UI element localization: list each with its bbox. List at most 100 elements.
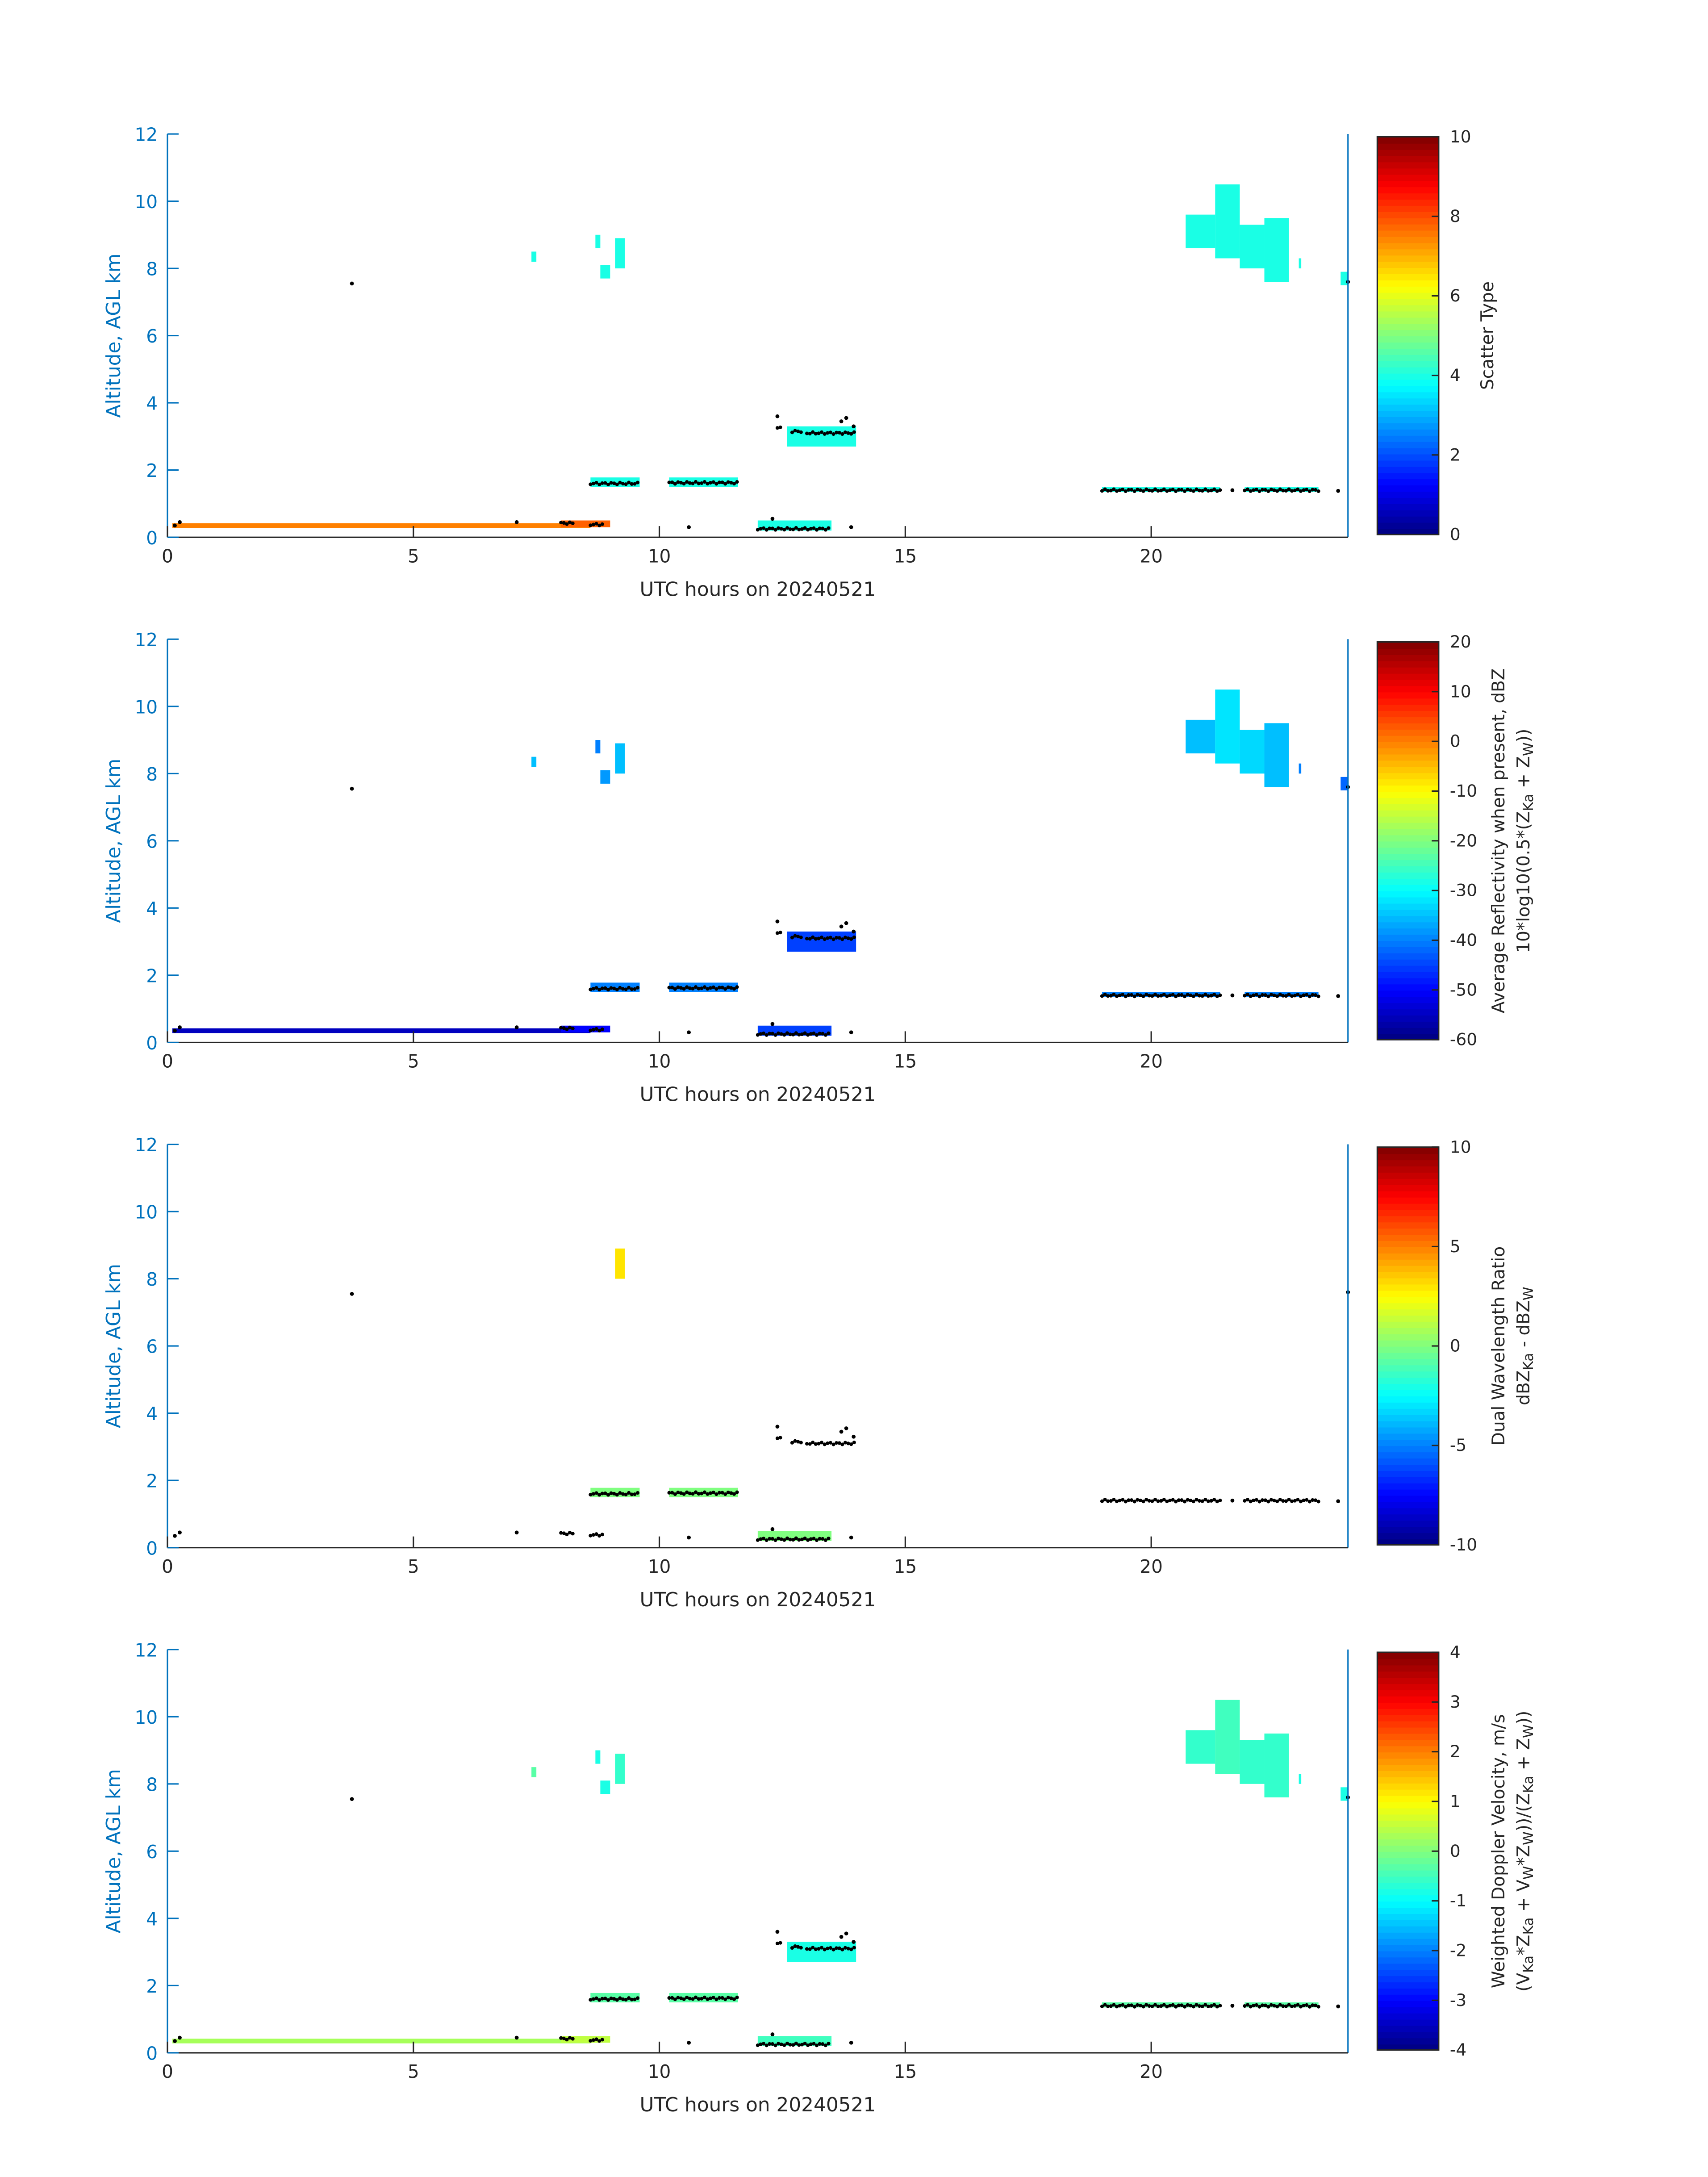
cloud-base-point: [679, 1996, 683, 2000]
cloud-base-point: [702, 1490, 706, 1494]
colorbar-label: dBZKa - dBZW: [1514, 1287, 1537, 1405]
colorbar-bin: [1377, 242, 1439, 250]
colorbar-bin: [1377, 1389, 1439, 1396]
colorbar-bin: [1377, 2000, 1439, 2007]
cloud-base-point: [514, 2035, 519, 2040]
cloud-base-point: [621, 482, 625, 486]
colorbar-bin: [1377, 990, 1439, 997]
colorbar-bin: [1377, 1433, 1439, 1440]
colorbar: -4 -3 -2 -1 0 1 2 3 4 Weighted Doppler Velocity, …: [1376, 1642, 1537, 2060]
colorbar-bin: [1377, 735, 1439, 742]
cloud-base-point: [1165, 994, 1169, 998]
x-axis-label: UTC hours on 20240521: [640, 1083, 876, 1106]
cloud-base-point: [597, 1493, 601, 1497]
colorbar-bin: [1377, 1439, 1439, 1446]
colorbar-bin: [1377, 1932, 1439, 1939]
cloud-base-point: [773, 2043, 777, 2047]
cloud-base-point: [831, 432, 835, 436]
y-tick-label: 10: [134, 696, 158, 718]
colorbar-bin: [1377, 1975, 1439, 1983]
colorbar-bin: [1377, 323, 1439, 330]
cloud-base-point: [849, 432, 853, 436]
cloud-base-point: [600, 986, 604, 990]
cloud-base-point: [726, 985, 730, 989]
cloud-base-point: [1180, 1498, 1184, 1502]
cloud-base-point: [852, 424, 856, 429]
y-tick-label: 10: [134, 191, 158, 213]
colorbar-bin: [1377, 872, 1439, 879]
colorbar-bin: [1377, 1714, 1439, 1722]
cloud-base-point: [350, 1797, 354, 1801]
cloud-base-point: [702, 985, 706, 989]
colorbar-bin: [1377, 903, 1439, 910]
cloud-base-point: [1206, 2004, 1210, 2008]
colorbar-label-subscript: W: [1520, 1831, 1537, 1845]
cloud-base-point: [1278, 992, 1282, 996]
cloud-base-point: [732, 987, 736, 991]
colorbar-bin: [1377, 915, 1439, 923]
cloud-base-point: [791, 1032, 795, 1036]
colorbar-bin: [1377, 192, 1439, 200]
cloud-base-point: [775, 1930, 780, 1934]
cloud-base-point: [1106, 994, 1110, 998]
cloud-base-point: [1218, 1498, 1222, 1503]
colorbar-label-subscript: W: [1520, 1724, 1537, 1738]
colorbar-bin: [1377, 953, 1439, 960]
cloud-base-point: [828, 1946, 832, 1950]
cloud-base-point: [1296, 1498, 1300, 1502]
colorbar-bin: [1377, 1658, 1439, 1666]
cloud-base-point: [568, 2036, 572, 2040]
cloud-base-point: [603, 1491, 607, 1496]
cloud-base-point: [812, 1031, 816, 1036]
colorbar-bin: [1377, 416, 1439, 423]
cloud-base-point: [1112, 2003, 1116, 2007]
cloud-base-point: [791, 2043, 795, 2047]
cloud-base-point: [1168, 993, 1172, 997]
colorbar-label-text: *Z: [1514, 1935, 1534, 1956]
colorbar-tick-label: -1: [1450, 1891, 1466, 1910]
cloud-base-point: [1243, 2004, 1247, 2008]
colorbar-label-text: + Z: [1514, 1738, 1534, 1776]
colorbar-bin: [1377, 1764, 1439, 1771]
colorbar-label-text: - dBZ: [1514, 1300, 1534, 1353]
echo-region: [531, 1767, 537, 1777]
cloud-base-point: [1115, 994, 1119, 998]
cloud-base-point: [1118, 993, 1122, 997]
cloud-base-point: [612, 481, 616, 485]
cloud-base-point: [1177, 2003, 1181, 2007]
cloud-base-point: [562, 1026, 566, 1030]
colorbar-bin: [1377, 2031, 1439, 2039]
cloud-base-point: [808, 937, 812, 941]
cloud-base-point: [1305, 488, 1309, 492]
colorbar-bin: [1377, 803, 1439, 811]
cloud-base-point: [673, 987, 677, 991]
colorbar-bin: [1377, 822, 1439, 829]
colorbar-bin: [1377, 1271, 1439, 1279]
colorbar-bin: [1377, 379, 1439, 386]
cloud-base-point: [514, 520, 519, 524]
cloud-base-point: [828, 936, 832, 940]
cloud-base-point: [1194, 1498, 1199, 1502]
colorbar-bin: [1377, 1308, 1439, 1316]
cloud-base-point: [630, 987, 634, 991]
colorbar-bin: [1377, 167, 1439, 175]
cloud-base-point: [1290, 2004, 1294, 2009]
cloud-base-point: [1249, 1500, 1253, 1504]
cloud-base-point: [779, 1537, 783, 1541]
cloud-base-point: [594, 481, 598, 485]
colorbar-bin: [1377, 1876, 1439, 1883]
cloud-base-point: [799, 1946, 803, 1950]
colorbar-tick-label: -50: [1450, 980, 1477, 999]
cloud-base-point: [796, 1945, 800, 1949]
y-tick-label: 2: [146, 965, 158, 986]
echo-region: [615, 743, 625, 774]
cloud-base-point: [1287, 487, 1291, 491]
echo-region: [615, 1754, 625, 1784]
panel-2: 0 5 10 15 20 0 2 4 6 8 10 12 UTC hours on 20240521 Al…: [102, 629, 1537, 1106]
colorbar-bin: [1377, 2025, 1439, 2032]
cloud-base-point: [682, 987, 686, 991]
cloud-base-point: [594, 1996, 598, 2000]
cloud-base-point: [1168, 488, 1172, 492]
cloud-base-point: [775, 414, 780, 418]
cloud-base-point: [764, 528, 768, 532]
